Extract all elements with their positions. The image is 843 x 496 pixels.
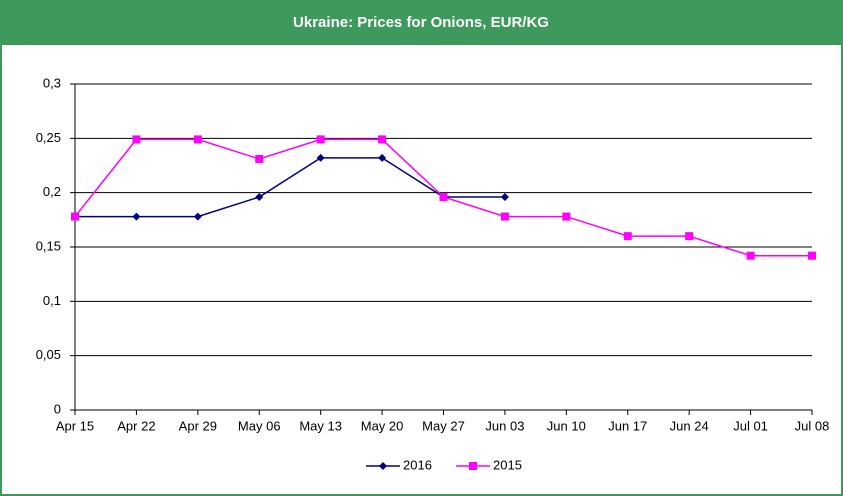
x-tick-label: May 20: [361, 418, 404, 433]
x-tick-label: May 06: [238, 418, 281, 433]
point: [623, 232, 632, 241]
y-tick-label: 0,1: [43, 293, 61, 308]
x-tick-label: Jul 08: [795, 418, 830, 433]
y-tick-label: 0: [54, 401, 61, 416]
series-line: [75, 157, 505, 218]
point: [562, 212, 571, 221]
y-tick-label: 0,05: [36, 347, 61, 362]
x-tick-label: Apr 22: [117, 418, 155, 433]
point: [500, 212, 509, 221]
point: [439, 193, 448, 202]
point: [378, 135, 387, 144]
x-tick-label: Jun 24: [670, 418, 709, 433]
point: [255, 154, 264, 163]
x-tick-label: Apr 29: [179, 418, 217, 433]
y-tick-label: 0,3: [43, 75, 61, 90]
x-tick-label: Jun 10: [547, 418, 586, 433]
legend-label: 2015: [493, 457, 522, 472]
point: [193, 135, 202, 144]
legend-marker: [379, 462, 387, 470]
point: [685, 232, 694, 241]
legend-label: 2016: [403, 457, 432, 472]
point: [500, 193, 509, 202]
point: [132, 135, 141, 144]
x-tick-label: May 27: [422, 418, 465, 433]
point: [316, 153, 325, 162]
point: [132, 212, 141, 221]
point: [71, 212, 79, 221]
point: [808, 251, 816, 260]
x-tick-label: May 13: [299, 418, 342, 433]
y-tick-label: 0,25: [36, 130, 61, 145]
title-bar: [1, 1, 842, 45]
y-tick-label: 0,2: [43, 184, 61, 199]
legend-marker: [469, 462, 477, 470]
x-tick-label: Apr 15: [56, 418, 94, 433]
x-tick-label: Jul 01: [733, 418, 768, 433]
point: [378, 153, 387, 162]
chart-title: Ukraine: Prices for Onions, EUR/KG: [293, 14, 549, 31]
x-tick-label: Jun 17: [608, 418, 647, 433]
y-tick-label: 0,15: [36, 238, 61, 253]
point: [255, 193, 264, 202]
point: [193, 212, 202, 221]
point: [746, 251, 755, 260]
point: [316, 135, 325, 144]
x-tick-label: Jun 03: [485, 418, 524, 433]
